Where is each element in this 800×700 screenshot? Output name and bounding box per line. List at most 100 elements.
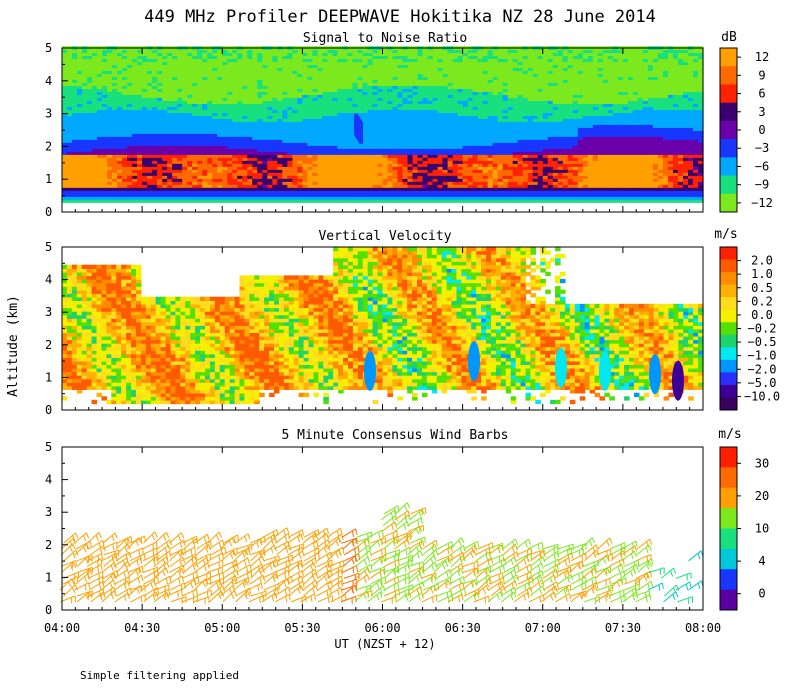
snr-cell bbox=[392, 109, 399, 113]
snr-cell bbox=[137, 61, 143, 66]
snr-cell bbox=[122, 115, 128, 119]
snr-cell bbox=[152, 112, 158, 116]
snr-cell bbox=[397, 136, 404, 140]
snr-cell bbox=[242, 175, 248, 179]
snr-cell bbox=[307, 127, 313, 131]
snr-cell bbox=[212, 196, 218, 200]
snr-cell bbox=[102, 124, 108, 128]
snr-cell bbox=[297, 193, 303, 197]
snr-cell bbox=[287, 91, 293, 95]
snr-cell bbox=[107, 52, 113, 57]
snr-cell bbox=[417, 154, 424, 158]
snr-cell bbox=[237, 190, 243, 194]
snr-cell bbox=[252, 187, 258, 191]
snr-cell bbox=[377, 148, 384, 152]
snr-cell bbox=[292, 178, 298, 182]
snr-cell bbox=[182, 169, 188, 173]
snr-cell bbox=[137, 154, 143, 158]
snr-cell bbox=[172, 79, 178, 83]
snr-cell bbox=[347, 112, 354, 116]
snr-cell bbox=[342, 196, 349, 200]
snr-cell bbox=[387, 163, 394, 167]
snr-cell bbox=[72, 124, 78, 128]
snr-cell bbox=[257, 187, 263, 191]
snr-cell bbox=[257, 178, 263, 182]
snr-cell bbox=[307, 112, 313, 116]
snr-cell bbox=[177, 58, 183, 63]
snr-cell bbox=[122, 172, 128, 176]
snr-cell bbox=[382, 157, 389, 161]
snr-cell bbox=[332, 127, 339, 131]
snr-cell bbox=[197, 127, 203, 131]
snr-cell bbox=[152, 175, 158, 179]
snr-cell bbox=[297, 130, 303, 134]
snr-cell bbox=[147, 154, 153, 158]
snr-cell bbox=[347, 184, 354, 188]
snr-cell bbox=[267, 94, 273, 98]
snr-cell bbox=[242, 157, 248, 161]
snr-cell bbox=[177, 142, 183, 146]
snr-cell bbox=[362, 91, 369, 95]
snr-cell bbox=[217, 49, 223, 54]
snr-cell bbox=[412, 145, 419, 149]
snr-cell bbox=[147, 148, 153, 152]
snr-cell bbox=[252, 73, 258, 77]
snr-cell bbox=[382, 151, 389, 155]
snr-cell bbox=[62, 148, 68, 152]
snr-cell bbox=[272, 187, 278, 191]
snr-cell bbox=[197, 160, 203, 164]
snr-cell bbox=[337, 61, 344, 66]
snr-cell bbox=[402, 190, 409, 194]
snr-cell bbox=[102, 169, 108, 173]
snr-cell bbox=[122, 139, 128, 143]
snr-cell bbox=[187, 190, 193, 194]
snr-cell bbox=[117, 118, 123, 122]
snr-cell bbox=[277, 160, 283, 164]
snr-cell bbox=[287, 76, 293, 80]
snr-cell bbox=[102, 181, 108, 185]
snr-cell bbox=[157, 187, 163, 191]
snr-cell bbox=[397, 172, 404, 176]
snr-cell bbox=[127, 187, 133, 191]
snr-cell bbox=[272, 172, 278, 176]
snr-cell bbox=[272, 106, 278, 110]
snr-cell bbox=[237, 157, 243, 161]
snr-cell bbox=[242, 112, 248, 116]
snr-cell bbox=[222, 178, 228, 182]
snr-cell bbox=[417, 190, 424, 194]
snr-cell bbox=[417, 103, 424, 107]
snr-cell bbox=[257, 133, 263, 137]
snr-cell bbox=[317, 103, 324, 107]
snr-cell bbox=[422, 70, 429, 74]
snr-cell bbox=[212, 175, 218, 179]
snr-cell bbox=[357, 187, 364, 191]
snr-cell bbox=[112, 193, 118, 197]
snr-cell bbox=[432, 172, 439, 176]
snr-cell bbox=[377, 193, 384, 197]
snr-cell bbox=[312, 172, 318, 176]
snr-cell bbox=[77, 187, 83, 191]
snr-cell bbox=[367, 118, 374, 122]
snr-cell bbox=[357, 49, 364, 54]
snr-cell bbox=[262, 52, 268, 57]
snr-cell bbox=[202, 193, 208, 197]
snr-cell bbox=[402, 88, 409, 92]
snr-cell bbox=[227, 49, 233, 54]
snr-cell bbox=[342, 178, 349, 182]
snr-cell bbox=[322, 49, 329, 54]
snr-cell bbox=[172, 160, 178, 164]
snr-cell bbox=[422, 76, 429, 80]
snr-cell bbox=[412, 184, 419, 188]
snr-cell bbox=[162, 136, 168, 140]
snr-cell bbox=[287, 196, 293, 200]
snr-cell bbox=[367, 124, 374, 128]
snr-cell bbox=[147, 76, 153, 80]
snr-cell bbox=[337, 85, 344, 89]
snr-cell bbox=[202, 109, 208, 113]
snr-cell bbox=[402, 58, 409, 63]
snr-cell bbox=[337, 97, 344, 101]
snr-cell bbox=[402, 91, 409, 95]
snr-cell bbox=[187, 181, 193, 185]
snr-cell bbox=[252, 70, 258, 74]
snr-cell bbox=[62, 97, 68, 101]
